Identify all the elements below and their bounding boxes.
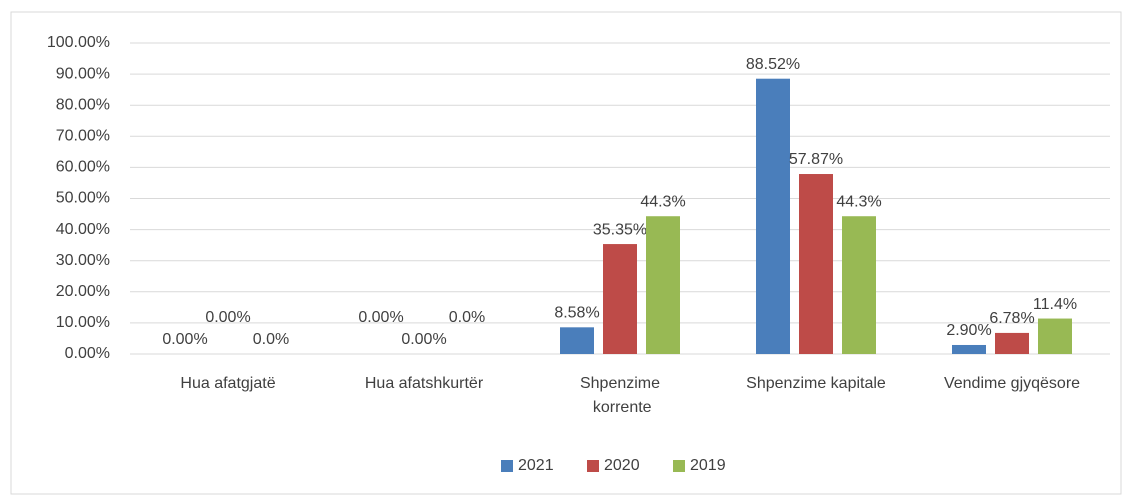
- x-tick-label: Hua afatgjatë: [180, 375, 275, 392]
- y-tick-label: 40.00%: [56, 221, 110, 238]
- data-label: 44.3%: [640, 193, 685, 210]
- data-label: 0.0%: [449, 309, 485, 326]
- y-tick-label: 60.00%: [56, 159, 110, 176]
- bar: [842, 216, 876, 354]
- bar: [756, 78, 790, 355]
- y-tick-label: 80.00%: [56, 96, 110, 113]
- y-tick-label: 20.00%: [56, 283, 110, 300]
- bar: [1038, 318, 1072, 354]
- y-tick-label: 100.00%: [47, 34, 110, 51]
- data-label: 2.90%: [946, 322, 991, 339]
- bar: [799, 174, 833, 354]
- data-label: 57.87%: [789, 151, 843, 168]
- legend-label: 2020: [604, 457, 640, 474]
- data-label: 8.58%: [554, 305, 599, 322]
- legend-swatch: [673, 460, 685, 472]
- bar: [646, 216, 680, 354]
- x-tick-label: Hua afatshkurtër: [365, 375, 484, 392]
- y-tick-label: 30.00%: [56, 252, 110, 269]
- data-label: 6.78%: [989, 310, 1034, 327]
- y-tick-label: 70.00%: [56, 128, 110, 145]
- data-label: 0.00%: [358, 309, 403, 326]
- legend-label: 2019: [690, 457, 726, 474]
- y-tick-label: 50.00%: [56, 190, 110, 207]
- y-tick-label: 10.00%: [56, 314, 110, 331]
- chart-border: [10, 11, 1122, 495]
- data-label: 0.00%: [162, 331, 207, 348]
- bar: [603, 244, 637, 354]
- x-tick-label: Shpenzime kapitale: [746, 375, 886, 392]
- legend-swatch: [501, 460, 513, 472]
- x-tick-label: Shpenzime korrente: [580, 375, 660, 416]
- data-label: 11.4%: [1033, 296, 1077, 313]
- x-tick-label: Vendime gjyqësore: [944, 375, 1080, 392]
- data-label: 0.0%: [253, 331, 289, 348]
- data-label: 44.3%: [836, 193, 881, 210]
- legend-label: 2021: [518, 457, 554, 474]
- data-label: 0.00%: [205, 309, 250, 326]
- data-label: 0.00%: [401, 331, 446, 348]
- data-label: 35.35%: [593, 221, 647, 238]
- bar: [560, 327, 594, 354]
- data-label: 88.52%: [746, 56, 800, 73]
- legend-swatch: [587, 460, 599, 472]
- y-tick-label: 0.00%: [65, 345, 110, 362]
- y-tick-label: 90.00%: [56, 65, 110, 82]
- bar: [995, 332, 1029, 354]
- bar: [952, 344, 986, 354]
